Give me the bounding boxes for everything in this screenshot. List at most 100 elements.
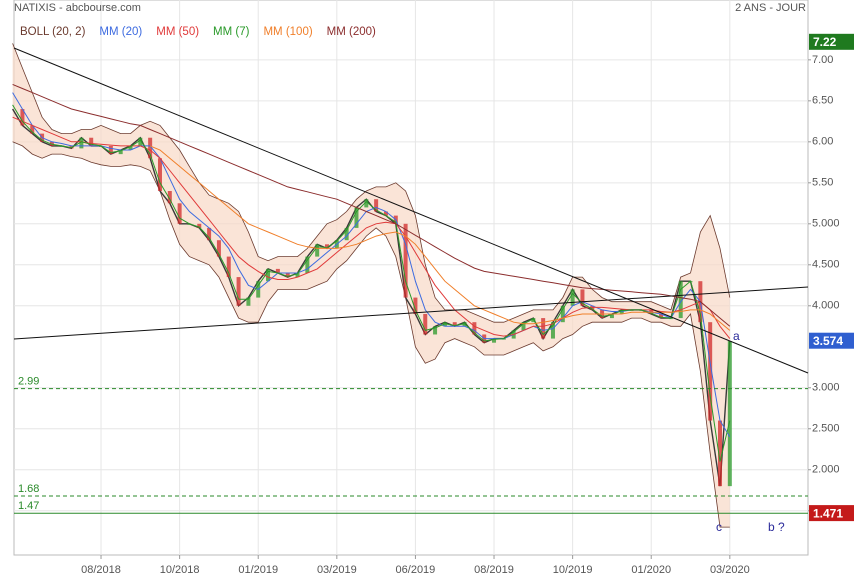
candle <box>452 322 457 327</box>
candle <box>325 244 329 249</box>
plot-layer <box>11 0 808 555</box>
level-label: 1.47 <box>18 500 39 512</box>
candle <box>295 272 300 278</box>
candle <box>128 145 133 151</box>
candle <box>541 318 546 339</box>
wave-annotation: c <box>716 520 722 534</box>
legend-label: BOLL (20, 2) <box>20 26 86 38</box>
candle <box>364 199 369 208</box>
candle <box>118 150 123 155</box>
trend-line <box>13 286 809 340</box>
trend-line <box>13 47 809 374</box>
legend-label: MM (7) <box>213 26 250 38</box>
candle <box>403 223 408 298</box>
candle <box>580 289 585 306</box>
candle <box>108 145 113 155</box>
moving-average <box>12 83 731 327</box>
y-tick-label: 4.000 <box>812 300 840 312</box>
candle <box>472 322 477 335</box>
candle <box>79 137 84 149</box>
bollinger-lower <box>12 141 730 528</box>
candle <box>275 268 280 273</box>
candle <box>236 277 241 306</box>
candle <box>20 109 25 126</box>
price-tag <box>809 33 854 50</box>
candle <box>550 322 555 339</box>
candle <box>148 137 153 159</box>
legend-label: MM (100) <box>263 26 312 38</box>
candle <box>433 326 438 335</box>
bollinger-band <box>12 43 730 528</box>
level-label: 1.68 <box>18 483 39 495</box>
candle <box>89 137 94 146</box>
candle <box>678 281 683 319</box>
candle <box>157 158 162 192</box>
candle <box>305 256 310 273</box>
x-tick-label: 10/2018 <box>160 564 200 576</box>
bollinger-upper <box>12 43 731 323</box>
legend-label: MM (20) <box>99 26 142 38</box>
candle <box>167 191 172 204</box>
candle <box>197 223 202 228</box>
level-label: 2.99 <box>18 375 39 387</box>
candle <box>226 256 231 278</box>
candle <box>531 318 536 323</box>
price-tag-label: 1.471 <box>813 506 843 520</box>
y-tick-label: 3.000 <box>812 382 840 394</box>
candle <box>570 289 575 306</box>
chart-title: NATIXIS - abcbourse.com <box>14 2 141 14</box>
candle <box>609 313 614 319</box>
candle <box>177 203 182 224</box>
y-tick-label: 4.500 <box>812 259 840 271</box>
candle <box>413 297 418 314</box>
candle <box>708 322 713 421</box>
x-tick-label: 08/2019 <box>474 564 514 576</box>
y-tick-label: 2.500 <box>812 423 840 435</box>
moving-average <box>12 92 731 438</box>
candle <box>521 322 526 331</box>
x-tick-label: 10/2019 <box>553 564 593 576</box>
chart-subtitle: 2 ANS - JOUR <box>735 2 806 14</box>
price-tag <box>809 332 854 349</box>
candle <box>344 227 349 241</box>
x-tick-label: 03/2019 <box>317 564 357 576</box>
x-tick-label: 06/2019 <box>396 564 436 576</box>
candle <box>138 137 143 146</box>
legend-label: MM (200) <box>327 26 376 38</box>
x-tick-label: 08/2018 <box>81 564 121 576</box>
candle <box>423 313 428 335</box>
wave-annotation: a <box>733 329 740 343</box>
candle <box>285 272 290 278</box>
price-tag-label: 3.574 <box>813 334 843 348</box>
x-tick-label: 01/2020 <box>631 564 671 576</box>
x-tick-label: 03/2020 <box>710 564 750 576</box>
candle <box>207 227 212 241</box>
moving-average <box>12 104 731 462</box>
candle <box>246 297 251 306</box>
candle <box>374 199 379 212</box>
candle <box>492 338 497 343</box>
y-tick-label: 7.00 <box>812 54 833 66</box>
candle <box>59 145 64 147</box>
candle <box>659 313 664 319</box>
candle <box>718 420 722 487</box>
candle <box>560 305 565 323</box>
y-tick-label: 6.00 <box>812 136 833 148</box>
candle <box>266 268 271 282</box>
price-tag-label: 7.22 <box>813 35 837 49</box>
candle <box>727 341 732 487</box>
wave-annotation: b ? <box>768 520 785 534</box>
candle <box>354 207 359 228</box>
legend-label: MM (50) <box>156 26 199 38</box>
moving-average <box>149 145 731 331</box>
x-tick-label: 01/2019 <box>238 564 278 576</box>
candle <box>315 244 320 257</box>
candle <box>383 211 388 216</box>
candle <box>30 125 35 134</box>
price-tag <box>809 505 854 522</box>
candle <box>216 240 221 257</box>
y-tick-label: 5.000 <box>812 218 840 230</box>
y-tick-label: 2.000 <box>812 464 840 476</box>
y-tick-label: 5.50 <box>812 177 833 189</box>
